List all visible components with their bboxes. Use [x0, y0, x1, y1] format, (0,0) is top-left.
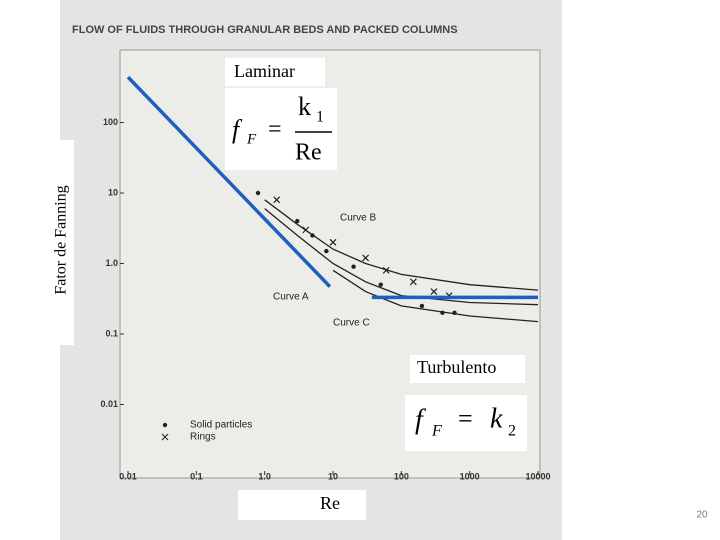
x-tick-label: 10	[328, 471, 338, 481]
marker	[273, 196, 281, 204]
formula-text: =	[268, 117, 282, 143]
y-tick-label: 0.1	[105, 328, 118, 338]
formula-text: 1	[316, 109, 324, 126]
y-tick-label: 0.01	[100, 399, 118, 409]
formula-box	[405, 395, 527, 451]
legend-marker	[161, 433, 169, 441]
legend-marker	[162, 422, 168, 428]
marker	[329, 238, 337, 246]
x-tick-label: 100	[394, 471, 409, 481]
formula-text: f	[232, 115, 243, 144]
x-tick-label: 10000	[525, 471, 550, 481]
annotation-box	[410, 355, 525, 383]
curve	[332, 269, 539, 323]
formula-text: f	[415, 404, 426, 435]
marker	[351, 264, 356, 269]
x-tick-label: 1.0	[258, 471, 271, 481]
x-axis-label: Re	[320, 493, 340, 513]
legend-label: Rings	[190, 432, 216, 443]
overlay-line	[126, 75, 332, 288]
y-tick-label: 1.0	[105, 258, 118, 268]
formula-text: F	[246, 131, 257, 147]
annotation-box	[225, 58, 325, 86]
marker	[255, 190, 261, 196]
formula-text: Re	[295, 140, 322, 166]
legend-label: Solid particles	[190, 420, 252, 431]
marker	[378, 282, 383, 287]
marker	[302, 226, 310, 234]
formula-text: k	[490, 403, 503, 434]
x-tick-label: 0.01	[119, 471, 137, 481]
marker	[295, 218, 300, 224]
marker	[440, 310, 445, 315]
x-tick-label: 1000	[460, 471, 480, 481]
marker	[310, 233, 315, 238]
marker	[452, 310, 457, 315]
marker	[382, 266, 390, 274]
formula-text: k	[298, 92, 311, 121]
page-number: 20	[696, 510, 708, 521]
marker	[409, 278, 417, 286]
y-label-box	[40, 140, 74, 345]
y-axis-label: Fator de Fanning	[53, 185, 70, 294]
formula-text: 2	[508, 423, 516, 440]
x-tick-label: 0.1	[190, 471, 203, 481]
curve	[264, 199, 539, 291]
curve-label: Curve C	[333, 318, 370, 329]
formula-text: F	[431, 423, 442, 440]
marker	[430, 288, 438, 295]
x-label-box	[238, 490, 366, 520]
marker	[362, 254, 370, 262]
formula-text: =	[458, 404, 473, 433]
chart-title: FLOW OF FLUIDS THROUGH GRANULAR BEDS AND…	[72, 24, 458, 36]
marker	[419, 303, 425, 309]
annotation: Laminar	[234, 61, 295, 81]
formula-box	[225, 88, 337, 170]
y-tick-label: 10	[108, 187, 118, 197]
annotation: Turbulento	[417, 357, 496, 377]
curve-label: Curve B	[340, 213, 376, 224]
curve	[264, 208, 539, 306]
marker	[324, 248, 329, 254]
y-tick-label: 100	[103, 117, 118, 127]
curve-label: Curve A	[273, 292, 309, 303]
